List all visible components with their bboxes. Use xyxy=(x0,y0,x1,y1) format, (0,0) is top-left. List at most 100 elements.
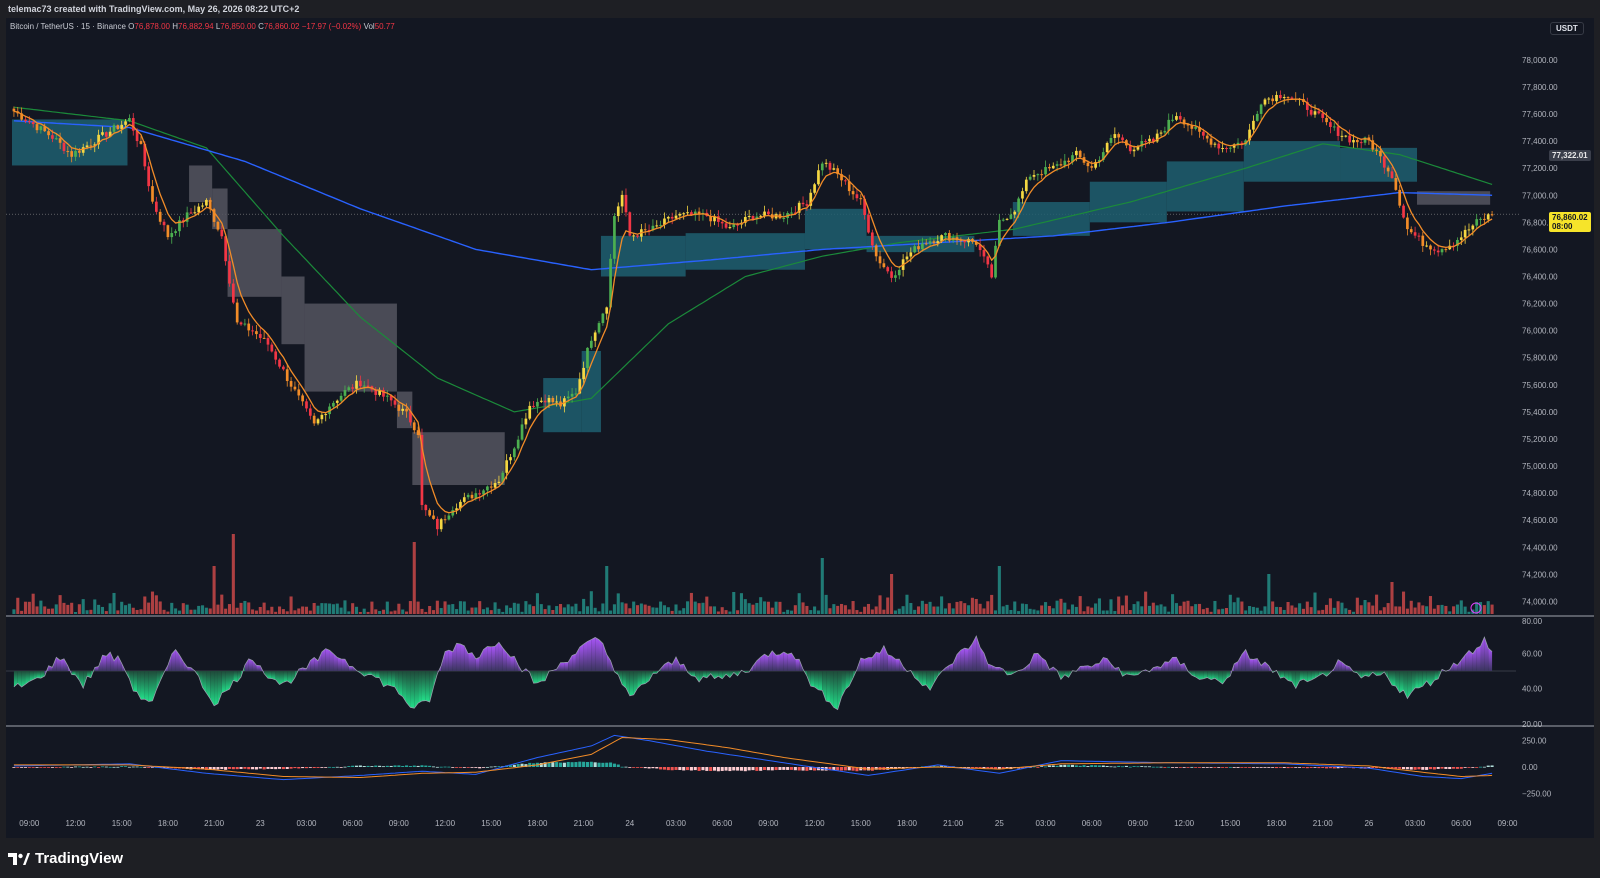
candle-body xyxy=(1379,150,1382,157)
volume-bar xyxy=(736,610,740,614)
candle-body xyxy=(1044,167,1047,175)
oscillator-area-segment xyxy=(764,654,769,671)
volume-bar xyxy=(847,609,851,614)
candle-body xyxy=(1248,129,1251,141)
candle-body xyxy=(62,142,66,152)
chart-frame[interactable]: 74,000.00 74,200.00 74,400.00 74,600.00 74,8… xyxy=(6,18,1594,838)
macd-histogram-bar xyxy=(547,762,551,767)
volume-bar xyxy=(1209,611,1213,614)
price-axis-label: 75,600.00 xyxy=(1522,381,1558,390)
macd-histogram-bar xyxy=(1248,767,1252,768)
macd-histogram-bar xyxy=(147,767,151,768)
oscillator-area-segment xyxy=(129,671,134,692)
candle-body xyxy=(655,225,659,227)
candle-body xyxy=(382,389,385,397)
time-axis-label: 09:00 xyxy=(1497,819,1518,828)
volume-bar xyxy=(1425,606,1429,614)
candle-body xyxy=(58,138,62,143)
macd-histogram-bar xyxy=(859,767,863,771)
volume-bar xyxy=(1328,598,1332,614)
candle-body xyxy=(374,389,378,395)
candle-body xyxy=(959,240,963,242)
macd-histogram-bar xyxy=(470,767,474,768)
candle-body xyxy=(589,340,593,348)
macd-histogram-bar xyxy=(1132,766,1136,767)
oscillator-area-segment xyxy=(214,671,218,706)
low-value: 76,850.00 xyxy=(220,22,256,31)
price-axis-label: 77,400.00 xyxy=(1522,137,1558,146)
candle-body xyxy=(566,396,570,399)
macd-histogram-bar xyxy=(277,767,282,769)
candle-body xyxy=(108,131,112,137)
volume-bar xyxy=(1147,605,1152,614)
candle-body xyxy=(616,206,620,217)
candle-body xyxy=(1471,225,1475,230)
macd-histogram-bar xyxy=(393,765,397,767)
macd-histogram-bar xyxy=(720,767,724,771)
candle-body xyxy=(301,395,304,402)
tradingview-logo[interactable]: TradingView xyxy=(8,850,123,867)
oscillator-area-segment xyxy=(983,653,988,671)
volume-bar xyxy=(347,611,351,614)
macd-histogram-bar xyxy=(716,767,720,772)
close-label: C xyxy=(258,22,264,31)
volume-bar xyxy=(589,591,593,614)
volume-bar xyxy=(524,601,528,614)
candle-body xyxy=(74,150,77,157)
trend-cloud-band xyxy=(12,119,128,166)
volume-bar xyxy=(543,609,547,614)
chart-canvas[interactable]: 74,000.00 74,200.00 74,400.00 74,600.00 74,8… xyxy=(6,18,1594,838)
volume-bar xyxy=(158,601,162,614)
time-axis-label: 21:00 xyxy=(574,819,595,828)
macd-histogram-bar xyxy=(786,767,790,770)
macd-histogram-bar xyxy=(1475,767,1479,768)
macd-histogram-bar xyxy=(131,766,135,768)
oscillator-area-segment xyxy=(918,671,923,686)
volume-bar xyxy=(335,603,339,614)
candle-body xyxy=(493,483,497,488)
volume-bar xyxy=(166,611,170,614)
oscillator-area-segment xyxy=(233,671,238,682)
candle-body xyxy=(35,124,39,131)
candle-body xyxy=(66,151,70,153)
last-price-tag: 76,860.02 08:00 xyxy=(1549,212,1591,232)
oscillator-area-segment xyxy=(849,671,854,686)
volume-bar xyxy=(1040,605,1044,614)
oscillator-area-segment xyxy=(933,671,938,683)
oscillator-area-segment xyxy=(1284,671,1289,681)
candle-body xyxy=(720,221,724,224)
oscillator-area-segment xyxy=(876,652,881,671)
price-axis-label: 77,600.00 xyxy=(1522,110,1558,119)
price-axis-label: 76,200.00 xyxy=(1522,300,1558,309)
macd-histogram-bar xyxy=(1405,767,1409,770)
candle-body xyxy=(797,202,801,213)
volume-bar xyxy=(1244,610,1248,614)
volume-bar xyxy=(909,603,913,614)
candle-body xyxy=(1382,156,1386,168)
candle-body xyxy=(547,397,551,403)
macd-histogram-bar xyxy=(162,767,166,768)
volume-bar xyxy=(254,610,258,614)
oscillator-area-segment xyxy=(829,671,834,708)
time-axis-label: 06:00 xyxy=(343,819,364,828)
macd-histogram-bar xyxy=(308,767,312,768)
volume-bar xyxy=(1321,609,1325,614)
macd-histogram-bar xyxy=(1244,767,1248,768)
orange-ema-line xyxy=(13,98,1493,514)
volume-bar xyxy=(993,610,998,614)
high-label: H xyxy=(172,22,178,31)
volume-bar xyxy=(185,604,189,614)
candle-body xyxy=(967,239,970,243)
volume-bar xyxy=(655,607,659,614)
oscillator-area-segment xyxy=(425,671,430,702)
oscillator-area-segment xyxy=(860,658,865,671)
volume-bar xyxy=(212,566,216,614)
macd-histogram-bar xyxy=(224,767,228,770)
candle-body xyxy=(282,366,285,370)
macd-histogram-bar xyxy=(1321,767,1325,768)
currency-selector[interactable]: USDT xyxy=(1550,22,1584,35)
candle-body xyxy=(1475,219,1479,226)
volume-bar xyxy=(258,607,262,614)
oscillator-area-segment xyxy=(1468,650,1473,671)
volume-bar xyxy=(100,606,104,614)
